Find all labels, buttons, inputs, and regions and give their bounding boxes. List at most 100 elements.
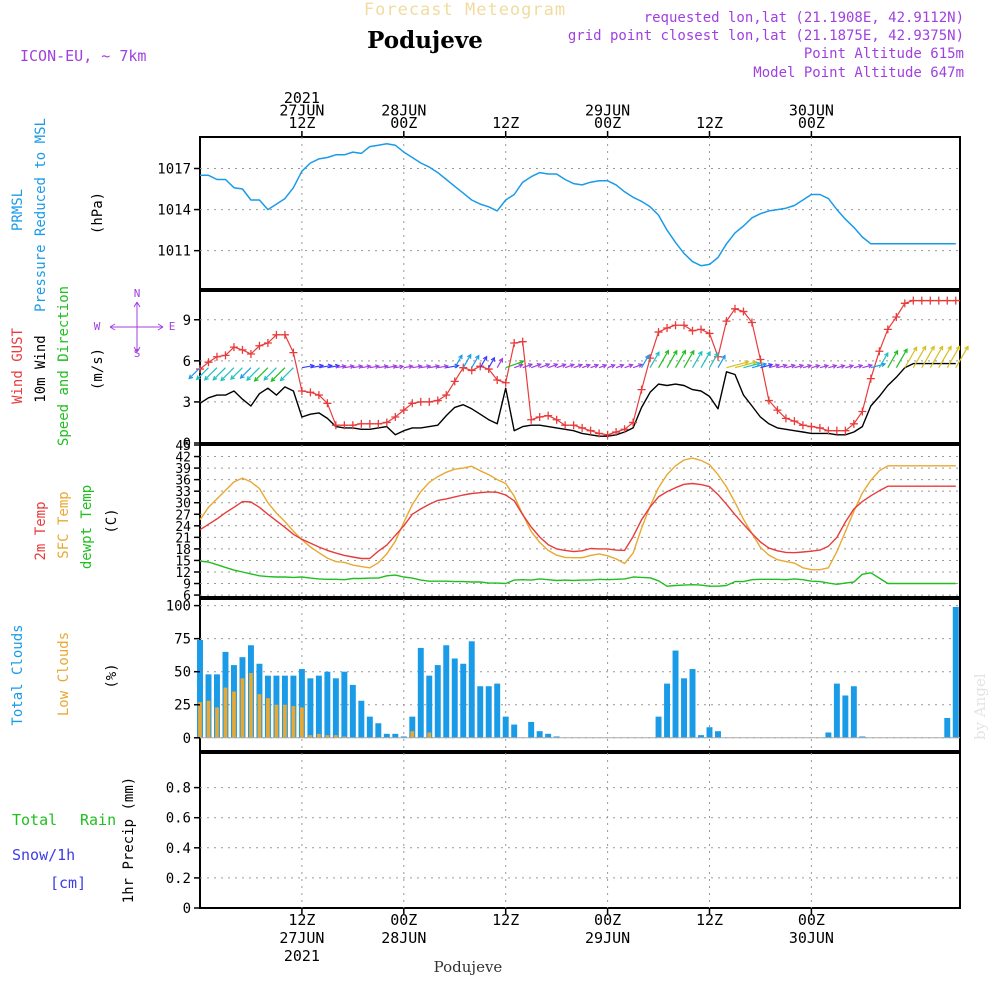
wind-arrow-head [195, 375, 201, 381]
gust-marker [798, 421, 807, 430]
gust-marker [518, 337, 527, 346]
wind-arrow [785, 364, 795, 369]
gust-marker [433, 396, 442, 405]
total-cloud-bar [383, 733, 390, 738]
gust-marker [875, 347, 884, 356]
wind-arrow-head [947, 345, 952, 351]
time-label-top: 12Z [288, 114, 315, 132]
total-cloud-bar [655, 716, 662, 738]
total-cloud-bar [850, 686, 857, 738]
wind-arrow [802, 364, 812, 369]
gust-marker [739, 307, 748, 316]
gust-marker [544, 411, 553, 420]
gust-marker [943, 296, 952, 305]
y-tick-label: 0.2 [166, 871, 191, 887]
label-total: Total [12, 811, 57, 829]
wind-arrow [836, 365, 845, 369]
wind-arrow-head [553, 363, 559, 368]
y-tick-label: 6 [183, 354, 191, 370]
low-cloud-bar [410, 731, 415, 738]
wind-arrow [530, 363, 541, 369]
label-2m-temp: 2m Temp [33, 501, 49, 560]
gust-marker [807, 422, 816, 431]
gust-marker [561, 421, 570, 430]
total-cloud-bar [409, 716, 416, 738]
gust-marker [459, 363, 468, 372]
total-cloud-bar [952, 606, 959, 738]
total-cloud-bar [468, 641, 475, 738]
wind-arrow [819, 364, 829, 369]
wind-arrow [641, 354, 650, 368]
panel-frame-3 [199, 444, 961, 598]
wind-arrow [929, 346, 944, 368]
gust-marker [781, 414, 790, 423]
low-cloud-bar [291, 706, 296, 738]
time-label-bottom: 2021 [284, 947, 320, 965]
wind-arrow [254, 367, 269, 382]
time-label-top: 30JUN [789, 102, 834, 120]
wind-arrow-head [519, 360, 525, 365]
gust-marker [391, 412, 400, 421]
wind-arrow-head [762, 362, 768, 368]
wind-arrow [708, 352, 719, 368]
low-cloud-bar [300, 707, 304, 738]
wind-arrow [615, 364, 624, 369]
wind-arrow-head [807, 363, 813, 369]
gust-marker [476, 362, 485, 371]
wind-arrow [301, 364, 314, 369]
gust-marker [841, 426, 850, 435]
sfc-temp-line [199, 457, 956, 571]
wind-arrow [904, 346, 918, 368]
gust-marker [832, 426, 841, 435]
wind-arrow-head [858, 363, 864, 369]
wind-arrow [649, 351, 660, 368]
wind-arrow [912, 346, 927, 368]
low-cloud-bar [274, 704, 279, 738]
time-label-bottom: 00Z [390, 911, 417, 929]
wind-arrow [412, 365, 422, 369]
y-tick-label: 25 [174, 698, 191, 714]
gust-marker [892, 313, 901, 322]
wind-arrow-head [246, 376, 252, 381]
gust-marker [926, 296, 935, 305]
total-cloud-bar [825, 732, 832, 738]
total-cloud-bar [859, 736, 866, 738]
wind-arrow-head [782, 363, 788, 369]
wind-arrow [196, 367, 209, 380]
time-label-top: 00Z [390, 114, 417, 132]
gust-marker [909, 296, 918, 305]
wind-arrow-head [721, 354, 726, 360]
gust-marker [484, 365, 493, 374]
label-percent: (%) [104, 663, 120, 688]
wind-arrow [513, 364, 523, 369]
gust-marker [680, 321, 689, 330]
low-cloud-bar [342, 736, 347, 738]
y-tick-label: 0.6 [166, 811, 191, 827]
wind-arrow [420, 365, 431, 369]
total-cloud-bar [324, 671, 331, 738]
total-cloud-bar [451, 658, 458, 738]
wind-arrow-head [536, 363, 542, 368]
wind-arrow-head [374, 364, 381, 370]
wind-arrow [539, 363, 550, 369]
compass-south: S [134, 347, 141, 360]
wind-arrow-head [498, 357, 504, 363]
chart-subtitle: Forecast Meteogram [364, 0, 566, 20]
gust-marker [756, 355, 765, 364]
time-label-bottom: 12Z [696, 911, 723, 929]
gust-marker [747, 318, 756, 327]
y-tick-label: 21 [175, 531, 191, 546]
total-cloud-bar [485, 686, 492, 738]
gust-marker [255, 341, 264, 350]
wind-arrow [768, 364, 780, 369]
time-label-bottom: 00Z [798, 911, 825, 929]
y-tick-label: 0 [183, 901, 191, 917]
wind-arrow-head [893, 349, 899, 355]
label-speed-direction: Speed and Direction [56, 286, 72, 446]
wind-arrow [220, 367, 235, 381]
gust-marker [790, 417, 799, 426]
wind-arrow-head [220, 376, 226, 382]
time-label-bottom: 27JUN [279, 929, 324, 947]
wind-arrow [204, 367, 218, 381]
wind-arrow [666, 350, 678, 368]
